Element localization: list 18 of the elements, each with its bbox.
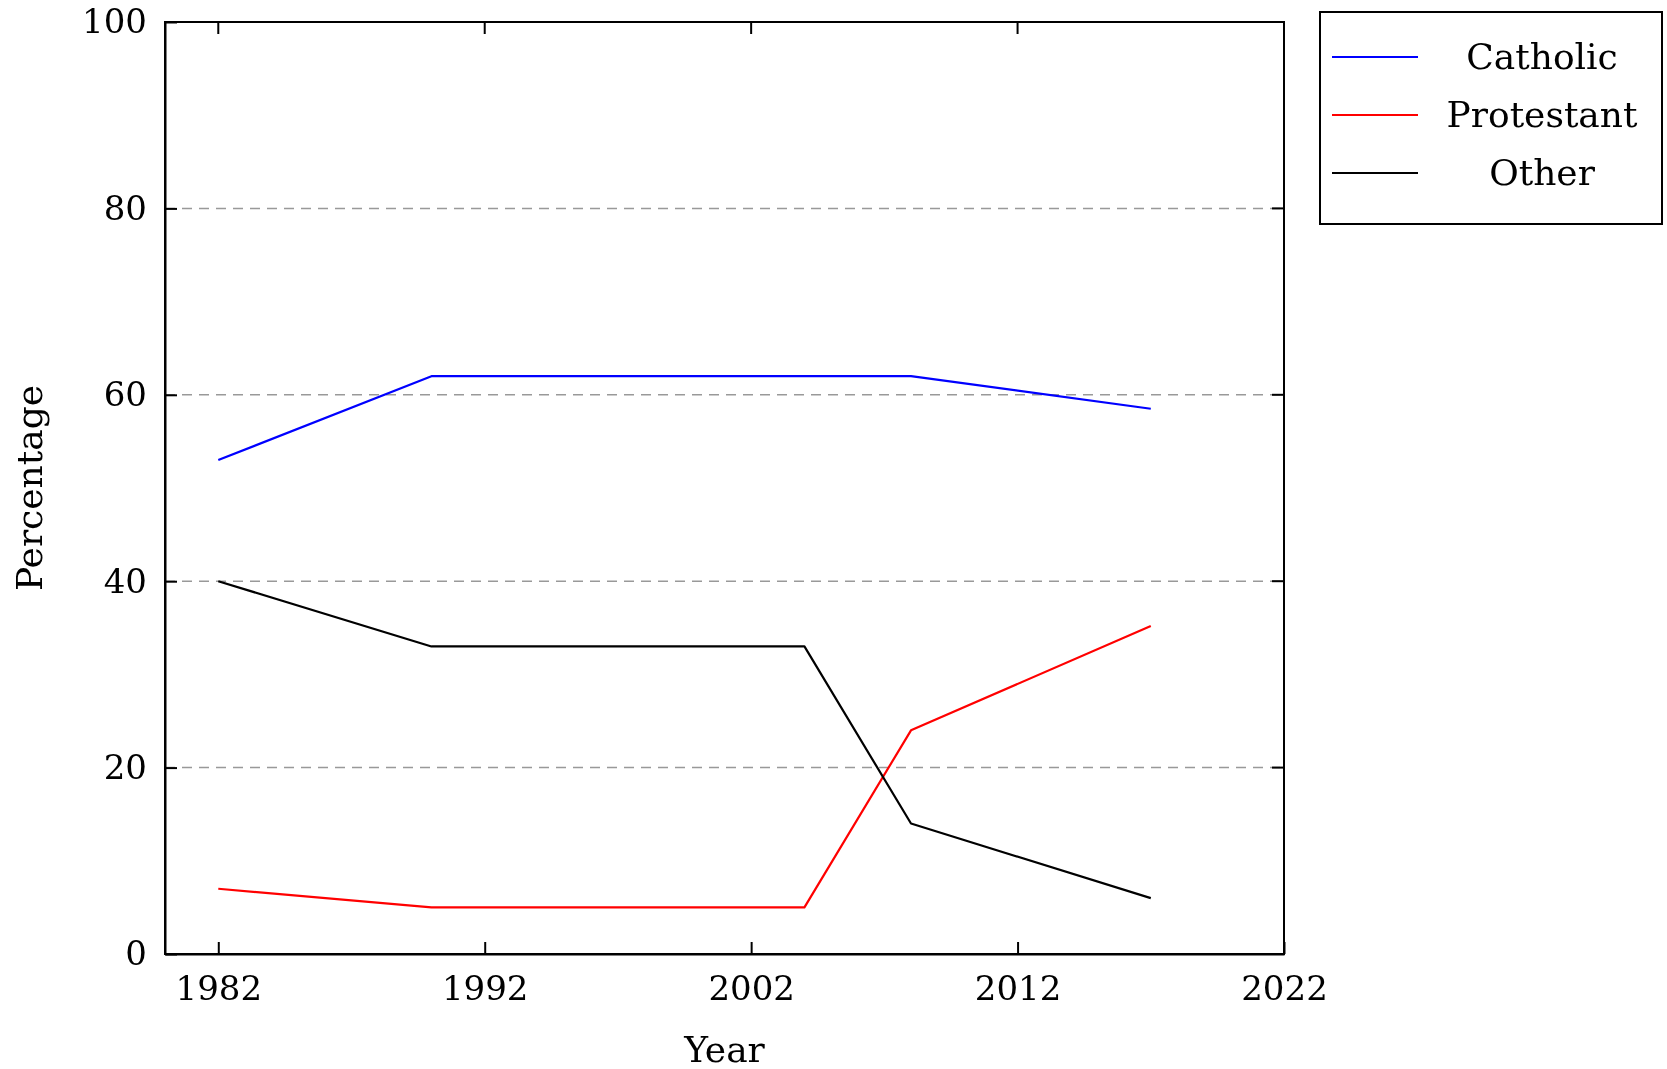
y-tick-label: 40 <box>103 560 147 601</box>
y-tick-label: 20 <box>103 746 147 787</box>
x-tick-label: 1992 <box>441 968 529 1009</box>
legend-label: Catholic <box>1466 36 1618 77</box>
x-tick-label: 2012 <box>974 968 1062 1009</box>
y-tick-label: 100 <box>82 1 147 42</box>
line-series <box>217 624 1152 909</box>
legend-label: Protestant <box>1446 94 1638 135</box>
y-tick-label: 60 <box>103 374 147 415</box>
legend-label: Other <box>1489 152 1596 193</box>
x-axis-title: Year <box>683 1029 766 1069</box>
y-tick-label: 80 <box>103 187 147 228</box>
x-tick-label: 1982 <box>175 968 263 1009</box>
y-axis-title: Percentage <box>9 384 50 592</box>
line-series <box>217 580 1152 900</box>
x-tick-label: 2022 <box>1241 968 1328 1009</box>
x-tick-label: 2002 <box>708 968 795 1009</box>
y-tick-label: 0 <box>125 933 147 974</box>
